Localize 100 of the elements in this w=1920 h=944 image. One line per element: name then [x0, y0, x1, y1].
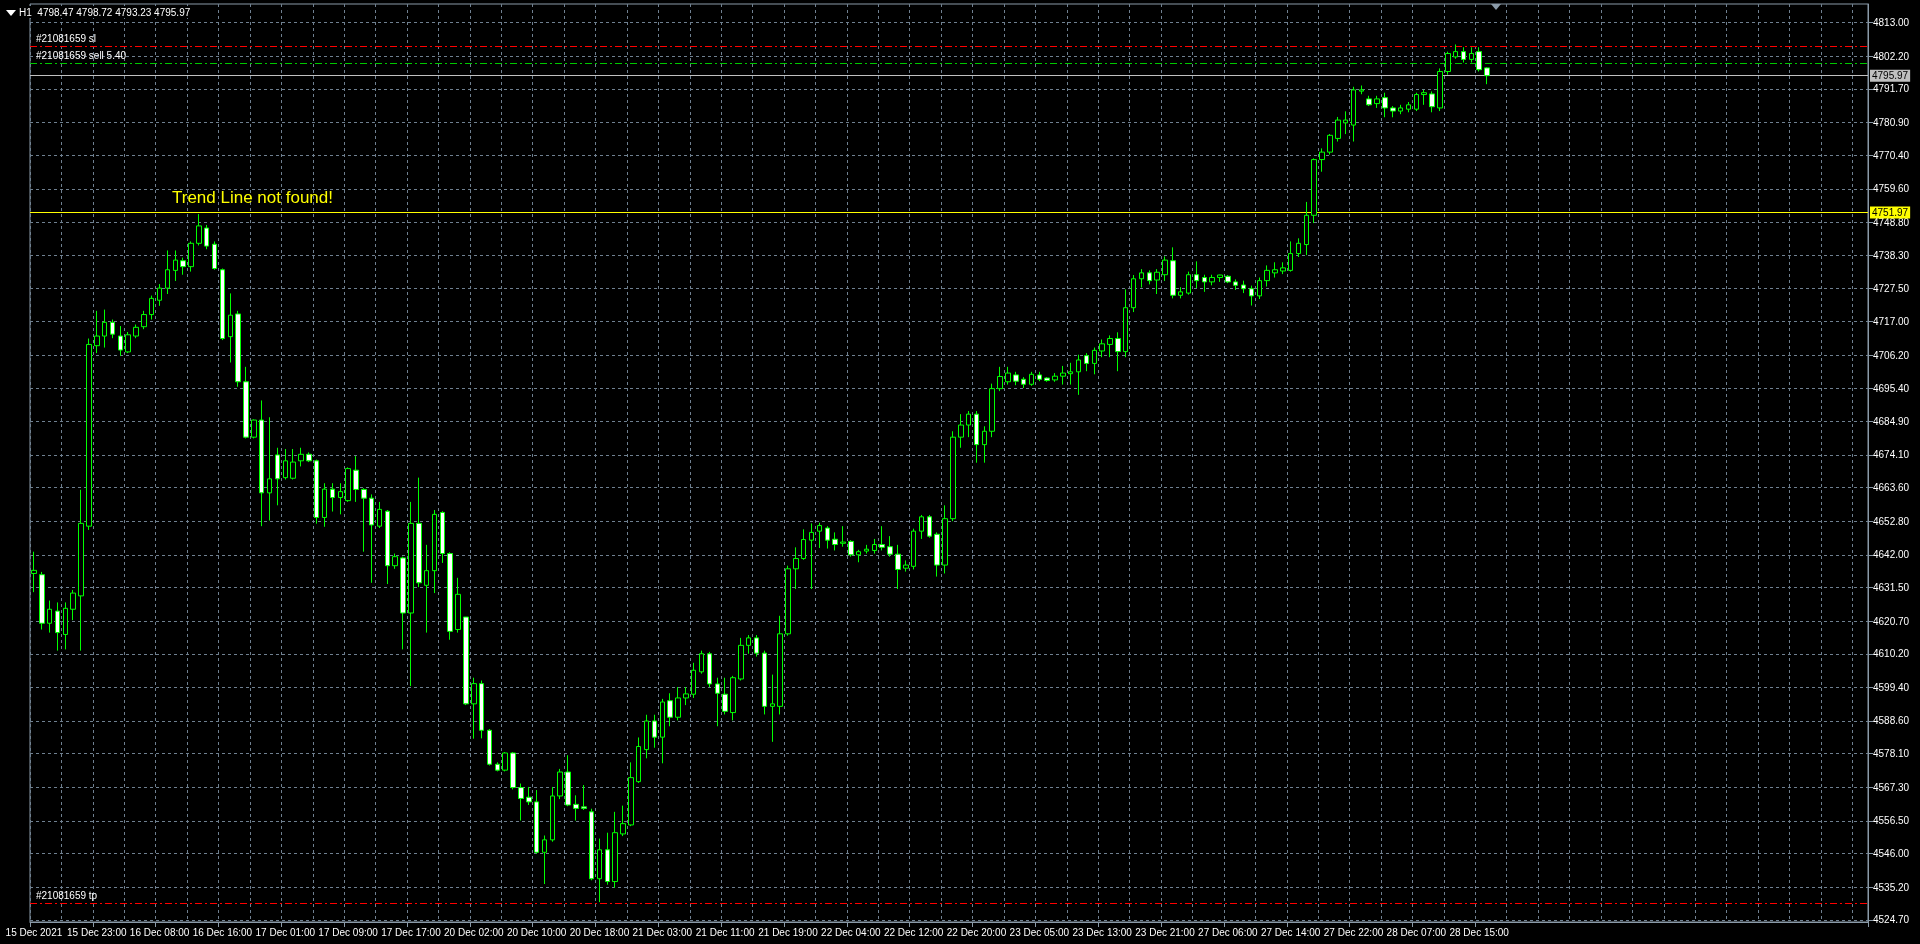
- x-tick-label: 21 Dec 03:00: [632, 926, 693, 938]
- candlestick: [534, 789, 539, 855]
- y-tick-label: 4620.70: [1873, 615, 1910, 627]
- candlestick: [502, 751, 508, 772]
- candlestick: [1359, 85, 1364, 95]
- candlestick: [243, 366, 249, 439]
- candlestick: [1398, 104, 1403, 115]
- candlestick: [691, 662, 696, 699]
- candlestick: [1170, 246, 1176, 299]
- candlestick: [1131, 274, 1136, 313]
- y-tick-label: 4578.10: [1873, 748, 1910, 760]
- candlestick: [110, 319, 115, 339]
- candlestick: [1453, 43, 1458, 60]
- candlestick: [927, 514, 932, 539]
- x-tick-label: 16 Dec 08:00: [129, 926, 190, 938]
- candlestick: [1374, 95, 1380, 109]
- candlestick: [353, 455, 359, 503]
- candlestick: [557, 768, 563, 800]
- candlestick: [1194, 260, 1199, 289]
- candlestick: [1304, 201, 1309, 256]
- ref-line-label: #21081659 tp: [36, 889, 98, 901]
- x-tick-label: 23 Dec 13:00: [1072, 926, 1133, 938]
- candlestick: [997, 366, 1003, 392]
- candlestick: [605, 832, 610, 886]
- candlestick: [432, 509, 437, 594]
- candlestick: [149, 295, 154, 321]
- candlestick: [1429, 90, 1435, 113]
- candlestick: [125, 331, 131, 354]
- y-tick-label: 4546.00: [1873, 848, 1910, 860]
- candlestick: [667, 692, 673, 727]
- candlestick: [832, 531, 838, 551]
- x-tick-label: 27 Dec 22:00: [1323, 926, 1384, 938]
- candlestick: [644, 714, 649, 759]
- candlestick: [1225, 274, 1231, 284]
- ref-line-label: #21081659 sell 5.40: [36, 49, 127, 61]
- candlestick: [1414, 92, 1419, 112]
- candlestick: [400, 556, 406, 650]
- candlestick: [1382, 92, 1388, 118]
- candlestick: [440, 510, 445, 564]
- candlestick: [86, 338, 92, 531]
- y-tick-label: 4684.90: [1873, 415, 1910, 427]
- candlestick: [118, 325, 123, 357]
- candlestick: [581, 784, 587, 811]
- candlestick: [220, 268, 225, 341]
- candlestick: [1445, 51, 1451, 76]
- x-tick-label: 28 Dec 07:00: [1386, 926, 1447, 938]
- candlestick: [1249, 285, 1254, 307]
- candlestick: [361, 487, 367, 553]
- candlestick: [1021, 376, 1026, 389]
- candlestick: [1013, 371, 1019, 386]
- candlestick: [1233, 278, 1238, 291]
- x-tick-label: 28 Dec 15:00: [1449, 926, 1510, 938]
- candlestick: [762, 650, 767, 715]
- x-tick-label: 23 Dec 05:00: [1009, 926, 1070, 938]
- candlestick: [196, 213, 202, 246]
- candlestick: [322, 482, 327, 528]
- candlestick: [1280, 261, 1286, 275]
- candlestick: [1076, 354, 1081, 396]
- candlestick: [589, 808, 594, 881]
- candlestick: [974, 410, 979, 464]
- y-tick-label: 4642.00: [1873, 549, 1910, 561]
- candlestick: [793, 546, 799, 590]
- candlestick: [1406, 101, 1411, 113]
- candlestick: [345, 466, 351, 503]
- ref-line-label: 4751.97: [1872, 207, 1909, 219]
- candlestick: [102, 309, 107, 349]
- candlestick: [165, 249, 170, 295]
- ref-line-label: 4795.97: [1872, 70, 1909, 82]
- candlestick: [911, 528, 916, 570]
- candlestick: [801, 528, 806, 561]
- candlestick: [573, 794, 579, 822]
- y-tick-label: 4567.30: [1873, 781, 1910, 793]
- candlestick: [510, 751, 516, 790]
- candlestick: [1092, 347, 1097, 375]
- candlestick: [612, 811, 618, 889]
- candlestick: [1154, 268, 1160, 295]
- candlestick: [989, 383, 995, 438]
- y-tick-label: 4652.80: [1873, 515, 1910, 527]
- candlestick: [565, 754, 571, 807]
- candlestick: [1311, 157, 1317, 224]
- candlestick: [1241, 280, 1246, 294]
- candlestick: [1390, 105, 1396, 118]
- x-tick-label: 20 Dec 18:00: [569, 926, 630, 938]
- candlestick: [1421, 89, 1427, 106]
- candlestick: [1202, 274, 1207, 293]
- candlestick: [785, 565, 791, 637]
- candlestick: [903, 559, 909, 573]
- candlestick: [1052, 372, 1058, 383]
- candlestick: [1147, 269, 1152, 285]
- candlestick: [887, 535, 893, 558]
- y-tick-label: 4556.50: [1873, 815, 1910, 827]
- y-tick-label: 4631.50: [1873, 581, 1910, 593]
- candlestick: [848, 539, 854, 558]
- x-tick-label: 27 Dec 14:00: [1260, 926, 1321, 938]
- candlestick: [864, 544, 869, 555]
- candlestick: [1099, 338, 1105, 358]
- candlestick: [754, 634, 759, 658]
- candlestick: [1366, 95, 1372, 107]
- x-tick-label: 17 Dec 17:00: [381, 926, 442, 938]
- candlestick: [314, 459, 319, 525]
